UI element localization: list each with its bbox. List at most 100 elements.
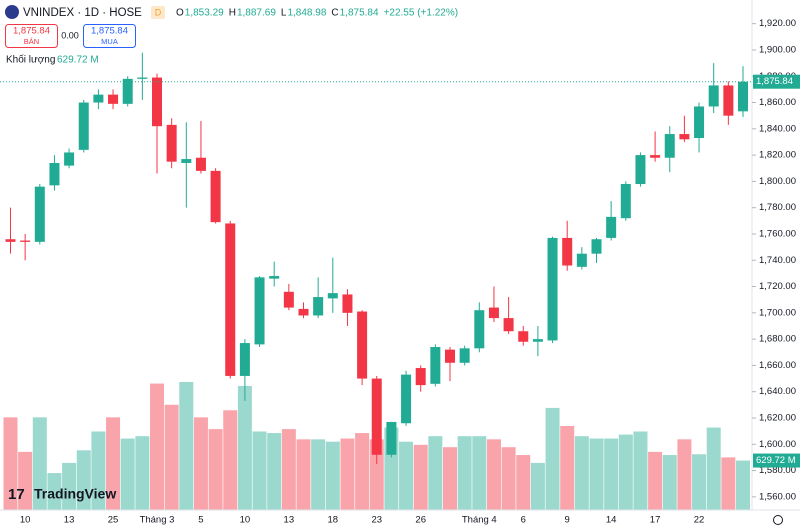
candle-body bbox=[547, 237, 558, 341]
volume-bar bbox=[618, 434, 633, 510]
volume-bar bbox=[662, 455, 677, 510]
volume-bar bbox=[296, 439, 311, 510]
ohlc-key: H bbox=[229, 8, 236, 19]
x-tick-label: 17 bbox=[650, 515, 661, 526]
volume-bar bbox=[3, 417, 18, 510]
candle-body bbox=[679, 134, 690, 140]
volume-bar bbox=[457, 436, 472, 510]
candle-body bbox=[122, 78, 133, 104]
volume-bar bbox=[355, 433, 370, 510]
candle-body bbox=[723, 85, 734, 116]
y-tick-label: 1,580.00 bbox=[759, 465, 796, 476]
candle-body bbox=[386, 421, 397, 455]
volume-bar bbox=[150, 383, 164, 510]
badge bbox=[151, 6, 165, 19]
candle-body bbox=[620, 184, 631, 219]
candle-body bbox=[708, 85, 719, 107]
candle-body bbox=[313, 297, 324, 316]
x-tick-label: 14 bbox=[606, 515, 617, 526]
volume-bar bbox=[633, 431, 648, 510]
x-tick-label: 6 bbox=[521, 515, 526, 526]
volume-bar bbox=[267, 433, 282, 510]
volume-bar bbox=[472, 436, 487, 510]
candle-body bbox=[371, 378, 382, 455]
ohlc-key: L bbox=[281, 8, 287, 19]
ohlc-value: 1,853.29 bbox=[185, 8, 224, 19]
volume-bar bbox=[706, 427, 721, 510]
logo[interactable]: TradingView bbox=[34, 486, 116, 502]
x-tick-label: 25 bbox=[108, 515, 119, 526]
volume-bar bbox=[193, 417, 208, 510]
x-tick-label: 22 bbox=[694, 515, 705, 526]
volume-bar bbox=[179, 382, 194, 510]
y-tick-label: 1,920.00 bbox=[759, 18, 796, 29]
sell-label: BÁN bbox=[24, 37, 39, 46]
volume-bar bbox=[237, 385, 252, 510]
candle-body bbox=[5, 239, 16, 242]
candle-body bbox=[694, 106, 705, 139]
volume-bar bbox=[486, 439, 501, 510]
settings-icon[interactable] bbox=[773, 515, 783, 525]
candle-body bbox=[137, 77, 148, 79]
buy-price: 1,875.84 bbox=[91, 26, 128, 37]
volume-bar bbox=[325, 441, 340, 510]
candle-body bbox=[254, 277, 265, 345]
ohlc-key: C bbox=[331, 8, 338, 19]
x-tick-label: 5 bbox=[198, 515, 203, 526]
candle-body bbox=[298, 308, 309, 316]
volume-bar bbox=[530, 462, 545, 510]
buy-button[interactable] bbox=[83, 24, 136, 48]
volume-bar bbox=[413, 444, 428, 510]
x-tick-label: 23 bbox=[371, 515, 382, 526]
ohlc-key: O bbox=[176, 8, 184, 19]
y-tick-label: 1,900.00 bbox=[759, 44, 796, 55]
candle-body bbox=[78, 102, 89, 150]
y-tick-label: 1,860.00 bbox=[759, 97, 796, 108]
sell-price: 1,875.84 bbox=[13, 26, 50, 37]
volume-bar bbox=[648, 451, 663, 510]
volume-bar bbox=[164, 404, 179, 510]
volume-bar bbox=[208, 429, 223, 510]
candle-body bbox=[108, 94, 119, 104]
x-tick-label: 13 bbox=[284, 515, 295, 526]
x-tick-label: 10 bbox=[20, 515, 31, 526]
candle-body bbox=[430, 347, 441, 384]
candle-body bbox=[225, 223, 236, 376]
candle-body bbox=[269, 276, 280, 279]
candle-body bbox=[195, 157, 206, 171]
candle-body bbox=[650, 155, 661, 158]
buy-label: MUA bbox=[101, 37, 118, 46]
volume-bar bbox=[106, 417, 121, 510]
volume-bar bbox=[47, 473, 62, 510]
x-tick-label: Tháng 4 bbox=[462, 515, 497, 526]
y-tick-label: 1,680.00 bbox=[759, 334, 796, 345]
x-tick-label: 18 bbox=[328, 515, 339, 526]
volume-bar bbox=[120, 438, 135, 510]
candle-body bbox=[342, 294, 353, 313]
y-tick-label: 1,620.00 bbox=[759, 413, 796, 424]
volume-bar bbox=[516, 455, 531, 510]
sell-button[interactable] bbox=[5, 24, 58, 48]
candle-body bbox=[664, 134, 675, 158]
volume-bar bbox=[62, 462, 77, 510]
candle-body bbox=[532, 339, 543, 342]
candle-body bbox=[210, 170, 221, 223]
candle-body bbox=[34, 186, 45, 242]
volume-bar bbox=[311, 439, 326, 510]
volume-bar bbox=[677, 439, 692, 510]
volume-bar bbox=[560, 425, 575, 510]
y-tick-label: 1,820.00 bbox=[759, 150, 796, 161]
symbol[interactable]: VNINDEX · 1D · HOSE bbox=[23, 7, 142, 19]
volume-bar bbox=[589, 438, 604, 510]
y-tick-label: 1,760.00 bbox=[759, 228, 796, 239]
candle-body bbox=[20, 240, 31, 242]
x-tick-label: 9 bbox=[565, 515, 570, 526]
volume-value: 629.72 M bbox=[57, 55, 99, 66]
ohlc-value: 1,875.84 bbox=[340, 8, 379, 19]
last-price-label: 1,875.84 bbox=[756, 76, 793, 87]
y-tick-label: 1,660.00 bbox=[759, 360, 796, 371]
volume-title: Khối lượng bbox=[6, 54, 55, 66]
